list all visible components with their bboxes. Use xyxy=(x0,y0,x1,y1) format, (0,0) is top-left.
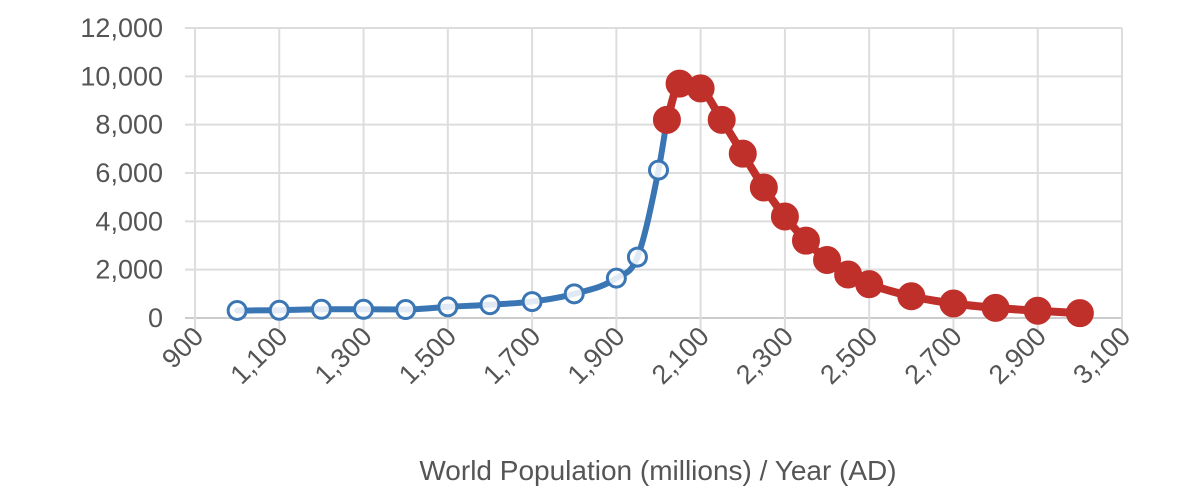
data-point-projected xyxy=(1023,296,1052,325)
x-tick-label: 1,300 xyxy=(309,321,378,390)
data-point-projected xyxy=(855,270,884,299)
data-point-projected xyxy=(707,105,736,134)
data-point-projected xyxy=(686,74,715,103)
grid-layer xyxy=(185,27,1123,330)
y-tick-label: 6,000 xyxy=(95,158,163,188)
data-point-historical xyxy=(648,159,669,181)
x-tick-label: 3,100 xyxy=(1067,321,1136,390)
series-line-historical xyxy=(234,116,670,314)
axis-layer: 0 2,000 4,000 6,000 8,000 10,000 12,000 900 1,10… xyxy=(80,13,1136,390)
data-point-historical xyxy=(395,299,417,321)
data-point-projected xyxy=(728,139,757,168)
data-point-historical xyxy=(310,298,332,320)
data-point-historical xyxy=(626,246,648,268)
series-historical xyxy=(226,109,678,322)
data-point-historical xyxy=(437,296,459,318)
y-tick-label: 12,000 xyxy=(80,13,163,43)
x-tick-label: 900 xyxy=(156,321,209,374)
x-tick-label: 1,500 xyxy=(393,321,462,390)
data-point-historical xyxy=(353,298,375,320)
series-projected xyxy=(652,69,1094,328)
x-axis-title: World Population (millions) / Year (AD) xyxy=(419,455,896,486)
data-point-projected xyxy=(791,226,820,255)
x-tick-label: 1,900 xyxy=(562,321,631,390)
x-tick-label: 2,500 xyxy=(814,321,883,390)
y-tick-label: 4,000 xyxy=(95,206,163,236)
data-point-projected xyxy=(939,289,968,318)
x-tick-label: 2,100 xyxy=(646,321,715,390)
y-tick-label: 0 xyxy=(148,303,163,333)
data-point-historical xyxy=(268,299,290,321)
y-tick-label: 10,000 xyxy=(80,61,163,91)
data-point-projected xyxy=(652,105,681,134)
data-point-projected xyxy=(770,202,799,231)
x-tick-label: 2,900 xyxy=(983,321,1052,390)
data-point-historical xyxy=(521,291,543,313)
data-point-historical xyxy=(226,300,248,322)
x-tick-label: 2,700 xyxy=(899,321,968,390)
data-point-projected xyxy=(813,246,842,274)
y-tick-label: 2,000 xyxy=(95,255,163,285)
y-tick-label: 8,000 xyxy=(95,110,163,140)
x-tick-label: 1,100 xyxy=(225,321,294,390)
x-tick-label: 2,300 xyxy=(730,321,799,390)
data-point-projected xyxy=(981,293,1010,322)
data-point-projected xyxy=(897,282,926,311)
x-tick-label: 1,700 xyxy=(477,321,546,390)
data-point-projected xyxy=(1065,299,1094,328)
data-point-historical xyxy=(479,294,501,316)
data-point-historical xyxy=(605,267,627,289)
series-layer xyxy=(226,69,1094,328)
data-point-historical xyxy=(563,283,585,305)
data-point-projected xyxy=(749,173,778,202)
